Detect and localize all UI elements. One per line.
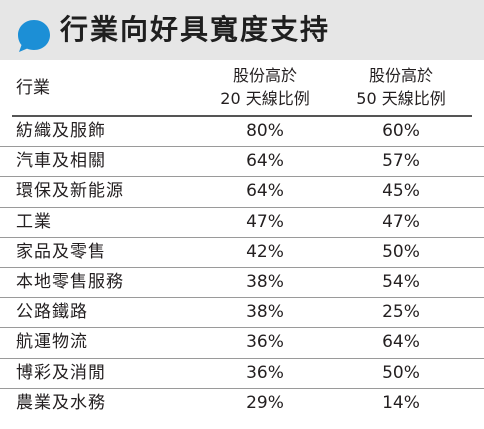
pct-above-50day: 57% bbox=[382, 151, 420, 172]
industry-name: 航運物流 bbox=[16, 332, 88, 353]
pct-above-50day: 50% bbox=[382, 241, 420, 262]
pct-above-20day: 47% bbox=[246, 211, 284, 232]
table-row: 紡織及服飾 80% 60% bbox=[0, 117, 484, 148]
table-row: 家品及零售 42% 50% bbox=[0, 238, 484, 268]
industry-name: 汽車及相關 bbox=[16, 151, 106, 172]
pct-above-20day: 36% bbox=[246, 362, 284, 383]
table-body: 紡織及服飾 80% 60% 汽車及相關 64% 57% 環保及新能源 64% 4… bbox=[0, 117, 484, 419]
industry-name: 博彩及消閒 bbox=[16, 362, 106, 383]
pct-above-20day: 80% bbox=[246, 121, 284, 141]
column-header-50day: 股份高於 50 天線比例 bbox=[326, 64, 476, 110]
column-header-industry: 行業 bbox=[16, 78, 50, 98]
industry-name: 家品及零售 bbox=[16, 241, 106, 262]
pct-above-50day: 50% bbox=[382, 362, 420, 383]
pct-above-20day: 64% bbox=[246, 181, 284, 202]
industry-name: 環保及新能源 bbox=[16, 181, 124, 202]
pct-above-50day: 45% bbox=[382, 181, 420, 202]
pct-above-50day: 64% bbox=[382, 332, 420, 353]
table-row: 環保及新能源 64% 45% bbox=[0, 177, 484, 208]
column-header-50day-line2: 50 天線比例 bbox=[356, 89, 446, 108]
header-divider bbox=[12, 115, 472, 117]
industry-name: 工業 bbox=[16, 211, 52, 232]
speech-bubble-icon bbox=[18, 20, 50, 52]
pct-above-20day: 29% bbox=[246, 392, 284, 413]
pct-above-20day: 64% bbox=[246, 151, 284, 172]
industry-name: 本地零售服務 bbox=[16, 271, 124, 292]
table-row: 工業 47% 47% bbox=[0, 208, 484, 238]
pct-above-50day: 60% bbox=[382, 121, 420, 141]
pct-above-50day: 54% bbox=[382, 271, 420, 292]
pct-above-50day: 14% bbox=[382, 392, 420, 413]
column-header-50day-line1: 股份高於 bbox=[368, 66, 433, 85]
industry-name: 紡織及服飾 bbox=[16, 121, 106, 141]
industry-name: 公路鐵路 bbox=[16, 302, 88, 323]
table-row: 博彩及消閒 36% 50% bbox=[0, 359, 484, 389]
table-row: 汽車及相關 64% 57% bbox=[0, 147, 484, 178]
table-row: 航運物流 36% 64% bbox=[0, 328, 484, 359]
pct-above-20day: 42% bbox=[246, 241, 284, 262]
industry-name: 農業及水務 bbox=[16, 392, 106, 413]
column-header-20day: 股份高於 20 天線比例 bbox=[190, 64, 340, 110]
pct-above-20day: 38% bbox=[246, 302, 284, 323]
title-bar: 行業向好具寬度支持 bbox=[0, 0, 484, 60]
pct-above-20day: 36% bbox=[246, 332, 284, 353]
column-header-20day-line1: 股份高於 bbox=[232, 66, 297, 85]
pct-above-50day: 25% bbox=[382, 302, 420, 323]
table-header: 行業 股份高於 20 天線比例 股份高於 50 天線比例 bbox=[0, 60, 484, 116]
pct-above-50day: 47% bbox=[382, 211, 420, 232]
page-title: 行業向好具寬度支持 bbox=[60, 13, 331, 46]
pct-above-20day: 38% bbox=[246, 271, 284, 292]
table-row: 農業及水務 29% 14% bbox=[0, 389, 484, 419]
table-row: 本地零售服務 38% 54% bbox=[0, 268, 484, 299]
column-header-20day-line2: 20 天線比例 bbox=[220, 89, 310, 108]
table-row: 公路鐵路 38% 25% bbox=[0, 298, 484, 329]
